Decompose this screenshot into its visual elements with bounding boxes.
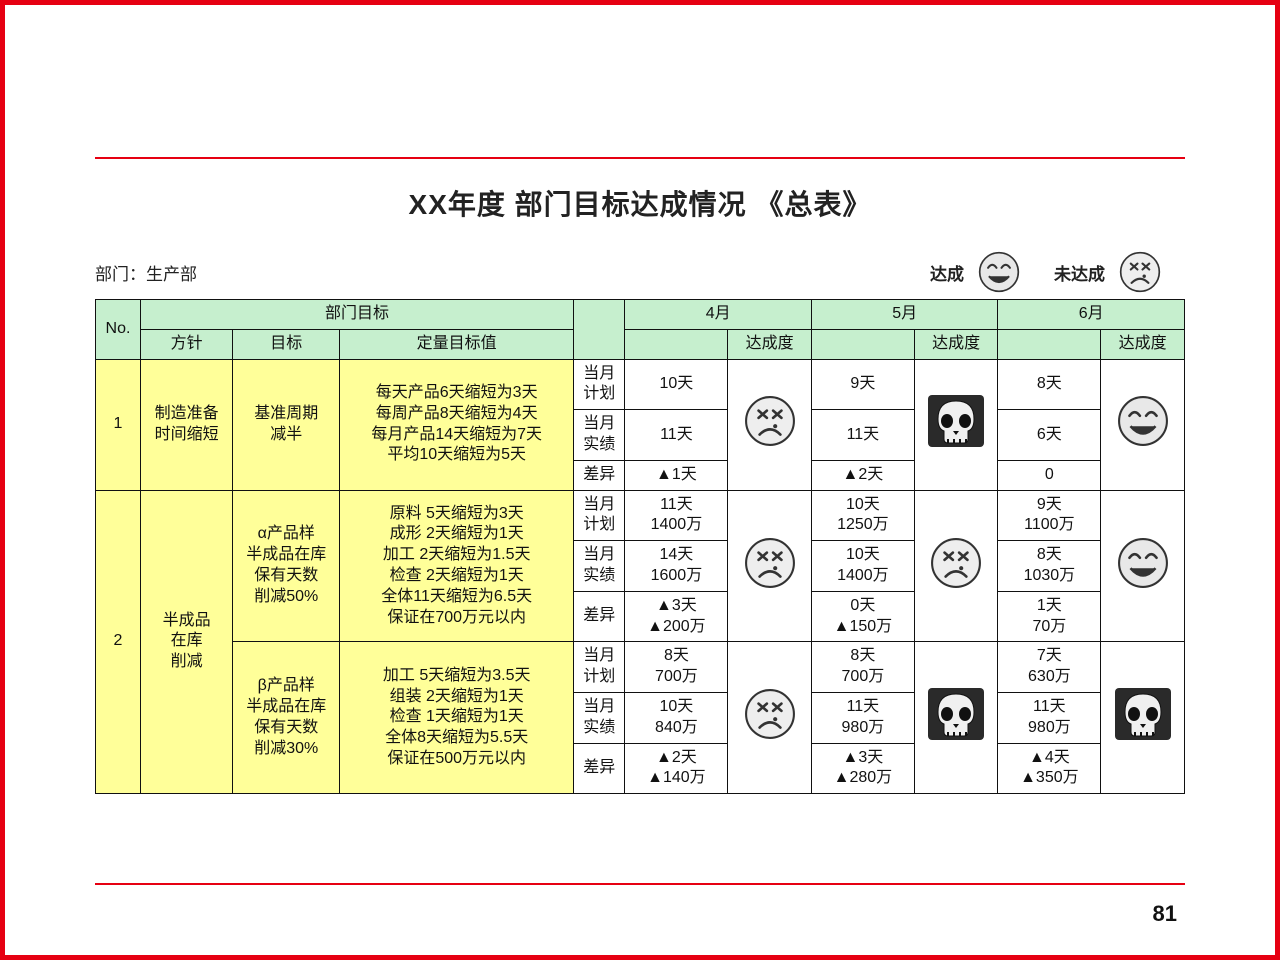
cell-no: 2 [96,490,141,794]
cell: 10天 [625,359,728,410]
legend-not-achieved-label: 未达成 [1054,260,1105,285]
cell: 11天 [811,410,914,461]
happy-icon [1117,576,1169,593]
th-ach-5: 达成度 [914,329,998,359]
status-cell [914,642,998,794]
th-ach-4: 达成度 [728,329,812,359]
status-cell [728,642,812,794]
status-cell [728,490,812,642]
cell: ▲2天 [811,460,914,490]
cell-target: α产品样 半成品在库 保有天数 削减50% [233,490,340,642]
cell: 14天 1600万 [625,541,728,592]
table-row: 1 制造准备 时间缩短 基准周期 减半 每天产品6天缩短为3天 每周产品8天缩短… [96,359,1185,410]
row-plan-label: 当月 计划 [574,642,625,693]
rule-top [95,157,1185,159]
status-cell [914,359,998,490]
legend-achieved-label: 达成 [930,260,964,285]
cell: ▲3天 ▲200万 [625,591,728,642]
cell: 11天 1400万 [625,490,728,541]
cell: 8天 700万 [811,642,914,693]
row-diff-label: 差异 [574,591,625,642]
cell: 10天 1400万 [811,541,914,592]
sad-icon [744,576,796,593]
cell-no: 1 [96,359,141,490]
cell-target: 基准周期 减半 [233,359,340,490]
cell: 1天 70万 [998,591,1101,642]
slide-frame: XX年度 部门目标达成情况 《总表》 部门：生产部 达成 未达成 [0,0,1280,960]
th-no: No. [96,300,141,360]
dept-label: 部门：生产部 [95,260,197,285]
cell: 10天 840万 [625,692,728,743]
cell: 7天 630万 [998,642,1101,693]
row-plan-label: 当月 计划 [574,490,625,541]
status-cell [1101,359,1185,490]
th-month-5: 5月 [811,300,997,330]
th-target: 目标 [233,329,340,359]
cell: ▲3天 ▲280万 [811,743,914,794]
cell: 6天 [998,410,1101,461]
th-dept-goal: 部门目标 [141,300,574,330]
th-month-4: 4月 [625,300,811,330]
page-number: 81 [1153,901,1177,927]
th-quant: 定量目标值 [340,329,574,359]
skull-icon [926,729,986,746]
table-row: β产品样 半成品在库 保有天数 削减30% 加工 5天缩短为3.5天 组装 2天… [96,642,1185,693]
cell: 8天 1030万 [998,541,1101,592]
status-cell [728,359,812,490]
cell: 11天 [625,410,728,461]
cell: 0 [998,460,1101,490]
cell: ▲4天 ▲350万 [998,743,1101,794]
row-actual-label: 当月 实绩 [574,541,625,592]
cell-policy: 半成品 在库 削减 [141,490,233,794]
rule-bottom [95,883,1185,885]
subheader: 部门：生产部 达成 未达成 [95,251,1185,293]
row-diff-label: 差异 [574,743,625,794]
cell: 11天 980万 [998,692,1101,743]
happy-icon [1117,434,1169,451]
cell-target: β产品样 半成品在库 保有天数 削减30% [233,642,340,794]
cell-quant: 每天产品6天缩短为3天 每周产品8天缩短为4天 每月产品14天缩短为7天 平均1… [340,359,574,490]
cell-quant: 原料 5天缩短为3天 成形 2天缩短为1天 加工 2天缩短为1.5天 检查 2天… [340,490,574,642]
cell: 10天 1250万 [811,490,914,541]
status-cell [914,490,998,642]
cell: 8天 700万 [625,642,728,693]
th-blank4 [998,329,1101,359]
th-blank [574,300,625,360]
sad-icon [930,576,982,593]
cell: ▲1天 [625,460,728,490]
th-blank3 [811,329,914,359]
legend-achieved: 达成 [930,251,1020,293]
achievement-table: No. 部门目标 4月 5月 6月 方针 目标 定量目标值 达成度 达成度 达成… [95,299,1185,794]
sad-icon [744,727,796,744]
cell: 9天 [811,359,914,410]
happy-face-icon [978,251,1020,293]
table-row: 2 半成品 在库 削减 α产品样 半成品在库 保有天数 削减50% 原料 5天缩… [96,490,1185,541]
row-actual-label: 当月 实绩 [574,410,625,461]
status-cell [1101,490,1185,642]
th-policy: 方针 [141,329,233,359]
status-cell [1101,642,1185,794]
sad-face-icon [1119,251,1161,293]
th-ach-6: 达成度 [1101,329,1185,359]
cell-quant: 加工 5天缩短为3.5天 组装 2天缩短为1天 检查 1天缩短为1天 全体8天缩… [340,642,574,794]
row-plan-label: 当月 计划 [574,359,625,410]
cell: 8天 [998,359,1101,410]
content-area: XX年度 部门目标达成情况 《总表》 部门：生产部 达成 未达成 [95,165,1185,794]
skull-icon [1113,729,1173,746]
cell-policy: 制造准备 时间缩短 [141,359,233,490]
row-diff-label: 差异 [574,460,625,490]
row-actual-label: 当月 实绩 [574,692,625,743]
cell: ▲2天 ▲140万 [625,743,728,794]
cell: 0天 ▲150万 [811,591,914,642]
th-blank2 [625,329,728,359]
skull-icon [926,436,986,453]
legend-not-achieved: 未达成 [1054,251,1161,293]
sad-icon [744,434,796,451]
cell: 9天 1100万 [998,490,1101,541]
th-month-6: 6月 [998,300,1185,330]
cell: 11天 980万 [811,692,914,743]
page-title: XX年度 部门目标达成情况 《总表》 [95,183,1185,223]
